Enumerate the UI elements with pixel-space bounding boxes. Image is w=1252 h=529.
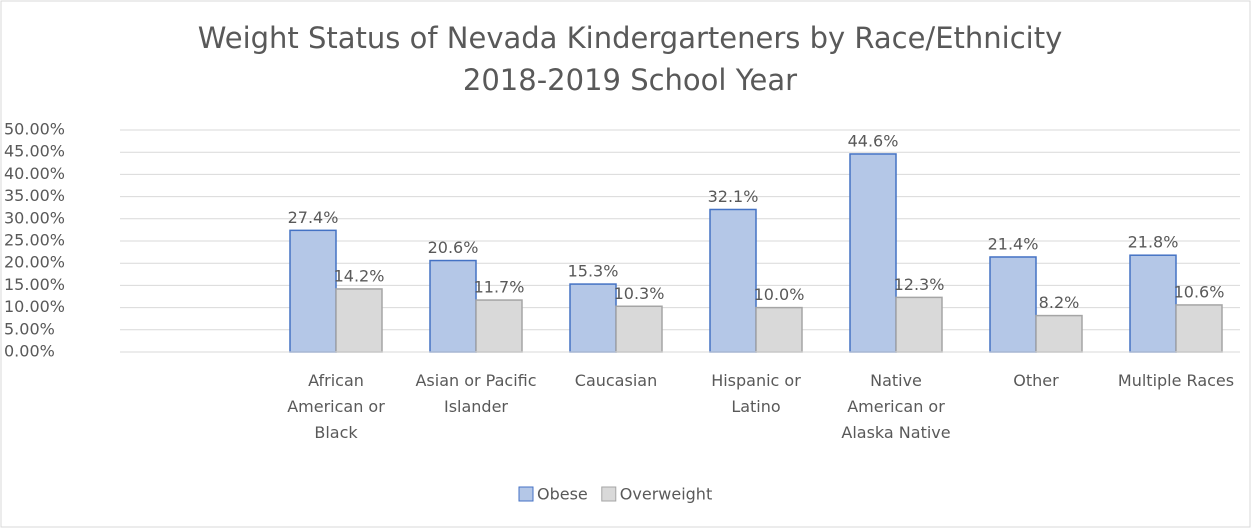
y-tick-label: 15.00% bbox=[4, 275, 65, 294]
data-label: 14.2% bbox=[334, 266, 385, 285]
bar bbox=[709, 208, 757, 353]
x-tick-label: Other bbox=[1013, 371, 1059, 390]
y-tick-label: 0.00% bbox=[4, 342, 55, 361]
data-label: 12.3% bbox=[894, 275, 945, 294]
y-tick-label: 40.00% bbox=[4, 164, 65, 183]
x-tick-label: African American or Black bbox=[287, 371, 385, 442]
bar bbox=[335, 288, 383, 353]
bar bbox=[289, 229, 337, 353]
chart-title: Weight Status of Nevada Kindergarteners … bbox=[198, 21, 1063, 55]
bar bbox=[569, 283, 617, 353]
bar bbox=[429, 259, 477, 353]
bar bbox=[989, 256, 1037, 353]
x-tick-label: Hispanic or Latino bbox=[711, 371, 801, 416]
chart-subtitle: 2018-2019 School Year bbox=[463, 63, 797, 97]
bar bbox=[615, 305, 663, 353]
data-label: 10.0% bbox=[754, 285, 805, 304]
data-label: 15.3% bbox=[568, 262, 619, 281]
data-label: 10.3% bbox=[614, 284, 665, 303]
y-tick-label: 20.00% bbox=[4, 253, 65, 272]
data-label: 21.8% bbox=[1128, 233, 1179, 252]
data-label: 44.6% bbox=[848, 131, 899, 150]
bar bbox=[849, 153, 897, 353]
data-label: 8.2% bbox=[1039, 293, 1080, 312]
y-tick-label: 35.00% bbox=[4, 186, 65, 205]
bar bbox=[1035, 314, 1083, 353]
x-tick-label: Asian or Pacific Islander bbox=[415, 371, 537, 416]
y-tick-label: 50.00% bbox=[4, 120, 65, 139]
bar bbox=[475, 299, 523, 353]
data-label: 21.4% bbox=[988, 234, 1039, 253]
bar bbox=[1175, 304, 1223, 353]
bar bbox=[895, 296, 943, 353]
legend-swatch bbox=[518, 486, 534, 502]
data-label: 20.6% bbox=[428, 238, 479, 257]
legend-label: Overweight bbox=[620, 485, 712, 504]
bar bbox=[755, 306, 803, 353]
x-tick-label: Multiple Races bbox=[1117, 371, 1235, 390]
legend-swatch bbox=[601, 486, 617, 502]
y-tick-label: 10.00% bbox=[4, 297, 65, 316]
data-label: 10.6% bbox=[1174, 282, 1225, 301]
x-tick-label: Native American or Alaska Native bbox=[841, 371, 951, 442]
bar bbox=[1129, 254, 1177, 353]
data-label: 27.4% bbox=[288, 208, 339, 227]
y-tick-label: 25.00% bbox=[4, 231, 65, 250]
data-label: 11.7% bbox=[474, 278, 525, 297]
data-label: 32.1% bbox=[708, 187, 759, 206]
y-tick-label: 30.00% bbox=[4, 208, 65, 227]
legend-label: Obese bbox=[537, 485, 588, 504]
y-tick-label: 5.00% bbox=[4, 319, 55, 338]
y-tick-label: 45.00% bbox=[4, 142, 65, 161]
x-tick-label: Caucasian bbox=[574, 371, 658, 390]
